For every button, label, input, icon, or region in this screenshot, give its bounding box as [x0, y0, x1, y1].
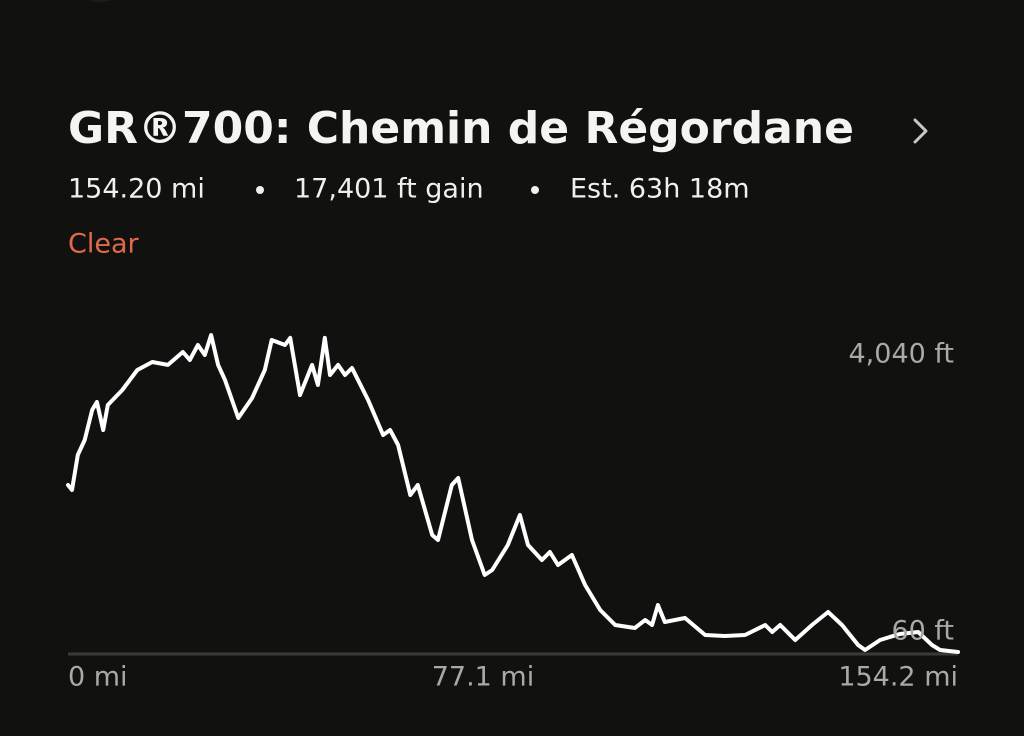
x-tick-label: 0 mi	[68, 662, 128, 693]
x-tick-label: 77.1 mi	[432, 662, 535, 693]
avatar-edge	[88, 0, 112, 2]
estimate: Est. 63h 18m	[570, 174, 750, 205]
route-title[interactable]: GR®700: Chemin de Régordane	[68, 103, 854, 154]
y-tick-label: 60 ft	[891, 616, 954, 647]
chevron[interactable]	[913, 118, 928, 144]
separator	[531, 186, 539, 194]
distance: 154.20 mi	[68, 174, 205, 205]
y-tick-label: 4,040 ft	[849, 339, 955, 370]
elevation-line	[66, 333, 960, 654]
separator	[256, 186, 264, 194]
x-tick-label: 154.2 mi	[838, 662, 958, 693]
gain: 17,401 ft gain	[294, 174, 484, 205]
clear-button[interactable]: Clear	[68, 229, 140, 260]
